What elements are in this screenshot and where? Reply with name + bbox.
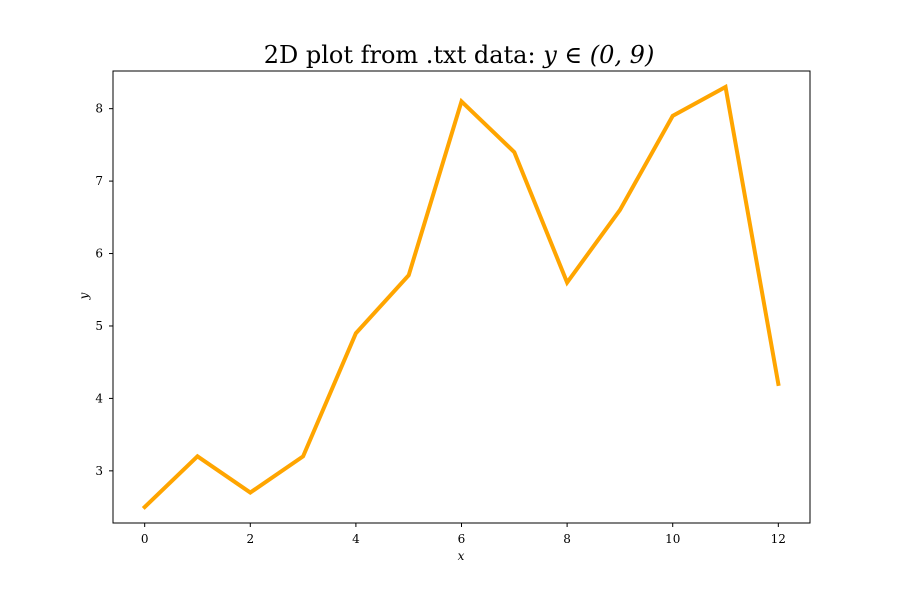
y-tick-label-3: 3 (95, 464, 103, 478)
x-tick-label-12: 12 (771, 532, 786, 546)
x-tick-label-4: 4 (352, 532, 360, 546)
y-tick-label-5: 5 (95, 319, 103, 333)
plot-area: 0 2 4 6 8 10 12 3 4 5 6 7 8 (95, 70, 811, 546)
chart-title-math: y ∈ (0, 9) (542, 41, 654, 69)
series-line-0 (141, 83, 781, 510)
y-tick-label-8: 8 (95, 102, 103, 116)
x-tick-label-8: 8 (563, 532, 571, 546)
chart-title-text: 2D plot from .txt data: (264, 41, 544, 69)
x-axis-label: x (458, 549, 465, 563)
y-axis-label: y (77, 292, 91, 300)
x-tick-label-2: 2 (246, 532, 254, 546)
y-tick-label-4: 4 (95, 391, 103, 405)
y-tick-label-6: 6 (95, 247, 103, 261)
y-tick-label-7: 7 (95, 174, 103, 188)
x-tick-label-0: 0 (141, 532, 149, 546)
x-tick-label-10: 10 (665, 532, 680, 546)
x-tick-label-6: 6 (458, 532, 466, 546)
chart-title: 2D plot from .txt data: y ∈ (0, 9) (264, 41, 655, 69)
axes-frame (112, 70, 811, 524)
